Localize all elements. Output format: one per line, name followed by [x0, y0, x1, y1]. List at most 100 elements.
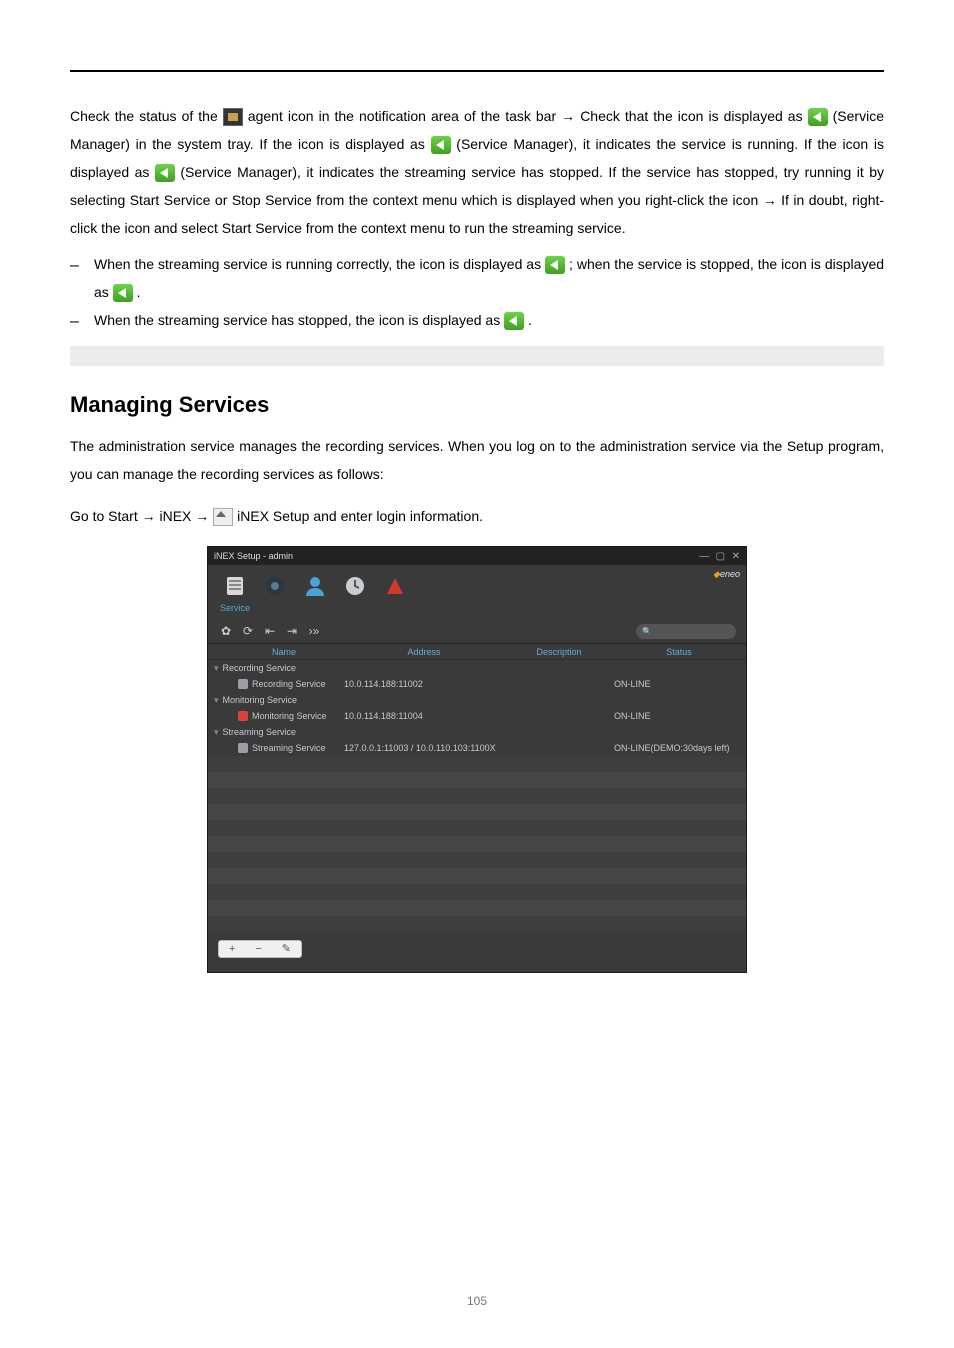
- col-status[interactable]: Status: [614, 647, 744, 657]
- text: Go to: [70, 508, 108, 524]
- device-tab-icon[interactable]: [260, 571, 290, 601]
- table-header: Name Address Description Status: [208, 644, 746, 660]
- arrow-icon: →: [142, 508, 160, 524]
- text: When the streaming service is running co…: [94, 256, 545, 272]
- brand-logo: ◆eneo: [713, 569, 740, 580]
- text-start: Start: [108, 508, 138, 524]
- table-row[interactable]: Monitoring Service10.0.114.188:11004ON-L…: [208, 708, 746, 724]
- section-heading: Managing Services: [70, 392, 884, 418]
- text: .: [137, 284, 141, 300]
- text: agent icon in the notification area of t…: [248, 108, 561, 124]
- caret-icon: ▾: [214, 727, 219, 738]
- col-description[interactable]: Description: [504, 647, 614, 657]
- icon-state-list: – When the streaming service is running …: [70, 250, 884, 338]
- section-paragraph: The administration service manages the r…: [70, 432, 884, 530]
- text-stop-service: Stop Service: [232, 192, 312, 208]
- window-controls[interactable]: — ▢ ✕: [695, 551, 740, 562]
- list-item: – When the streaming service has stopped…: [70, 306, 884, 338]
- table-row: [208, 820, 746, 836]
- cell-address: 127.0.0.1:11003 / 10.0.110.103:1100X: [344, 743, 504, 753]
- window-titlebar: iNEX Setup - admin — ▢ ✕: [208, 547, 746, 565]
- inex-setup-window: iNEX Setup - admin — ▢ ✕ ◆eneo Service ✿…: [207, 546, 747, 973]
- tray-agent-icon: [223, 108, 243, 126]
- close-icon[interactable]: ✕: [732, 552, 740, 562]
- group-row[interactable]: ▾ Monitoring Service: [208, 692, 746, 708]
- edit-button[interactable]: ✎: [282, 944, 291, 955]
- col-address[interactable]: Address: [344, 647, 504, 657]
- text-inex-setup: iNEX Setup: [237, 508, 309, 524]
- table-row: [208, 756, 746, 772]
- cell-address: 10.0.114.188:11004: [344, 711, 504, 721]
- group-label: Monitoring Service: [223, 695, 298, 705]
- cell-name: Recording Service: [252, 679, 326, 689]
- service-running-icon: [545, 256, 565, 274]
- table-row: [208, 900, 746, 916]
- user-tab-icon[interactable]: [300, 571, 330, 601]
- search-icon: 🔍: [642, 627, 652, 636]
- table-row[interactable]: Streaming Service 127.0.0.1:11003 / 10.0.…: [208, 740, 746, 756]
- table-row: [208, 788, 746, 804]
- minimize-icon[interactable]: —: [699, 552, 709, 562]
- table-row[interactable]: Recording Service10.0.114.188:11002ON-LI…: [208, 676, 746, 692]
- sub-toolbar: ✿ ⟳ ⇤ ⇥ ›» 🔍: [208, 619, 746, 644]
- event-tab-icon[interactable]: [380, 571, 410, 601]
- active-tab-label: Service: [208, 601, 746, 619]
- service-tab-icon[interactable]: [220, 571, 250, 601]
- service-stopped-icon: [155, 164, 175, 182]
- brand-text: eneo: [720, 569, 740, 579]
- arrow-icon: →: [195, 508, 213, 524]
- table-row: [208, 916, 746, 932]
- remove-button[interactable]: −: [255, 944, 261, 955]
- intro-paragraph: Check the status of the agent icon in th…: [70, 102, 884, 242]
- export-icon[interactable]: ⇥: [284, 623, 300, 639]
- caret-icon: ▾: [214, 695, 219, 706]
- arrow-icon: →: [561, 108, 575, 124]
- cell-name: Monitoring Service: [252, 711, 327, 721]
- maximize-icon[interactable]: ▢: [716, 552, 725, 562]
- service-stopped-icon: [504, 312, 524, 330]
- table-row: [208, 884, 746, 900]
- text: Check that the icon is displayed as: [580, 108, 807, 124]
- cell-address: 10.0.114.188:11002: [344, 679, 504, 689]
- service-row-icon: [238, 679, 248, 689]
- service-running-icon: [431, 136, 451, 154]
- table-row: [208, 868, 746, 884]
- group-row[interactable]: ▾Streaming Service: [208, 724, 746, 740]
- setup-app-icon: [213, 508, 233, 526]
- text: and enter login information.: [313, 508, 483, 524]
- arrow-icon: →: [763, 192, 777, 208]
- text: or: [215, 192, 232, 208]
- text-start-service: Start Service: [222, 220, 302, 236]
- service-stopped-icon: [113, 284, 133, 302]
- caret-icon: ▾: [214, 663, 219, 674]
- list-item: – When the streaming service is running …: [70, 250, 884, 306]
- table-row: [208, 772, 746, 788]
- main-toolbar: [208, 565, 746, 601]
- text-start-service: Start Service: [130, 192, 211, 208]
- text-inex: iNEX: [160, 508, 192, 524]
- gear-icon[interactable]: ✿: [218, 623, 234, 639]
- text: When the streaming service has stopped, …: [94, 312, 504, 328]
- cell-name: Streaming Service: [252, 743, 326, 753]
- group-row[interactable]: ▾ Recording Service: [208, 660, 746, 676]
- text: .: [528, 312, 532, 328]
- share-icon[interactable]: ›»: [306, 623, 322, 639]
- table-row: [208, 836, 746, 852]
- schedule-tab-icon[interactable]: [340, 571, 370, 601]
- page-number: 105: [0, 1294, 954, 1308]
- col-name[interactable]: Name: [224, 647, 344, 657]
- import-icon[interactable]: ⇤: [262, 623, 278, 639]
- refresh-icon[interactable]: ⟳: [240, 623, 256, 639]
- table-row: [208, 804, 746, 820]
- add-button[interactable]: +: [229, 944, 235, 955]
- search-input[interactable]: 🔍: [636, 624, 736, 639]
- brand-dot-icon: ◆: [713, 569, 720, 579]
- footer-button-group: + − ✎: [218, 940, 302, 958]
- group-label: Recording Service: [223, 663, 297, 673]
- text: Check the status of the: [70, 108, 223, 124]
- text: The administration service manages the r…: [70, 432, 884, 488]
- table-row: [208, 852, 746, 868]
- cell-status: ON-LINE(DEMO:30days left): [614, 743, 744, 753]
- service-running-icon: [808, 108, 828, 126]
- table-body: ▾ Recording Service Recording Service 10.0.…: [208, 660, 746, 756]
